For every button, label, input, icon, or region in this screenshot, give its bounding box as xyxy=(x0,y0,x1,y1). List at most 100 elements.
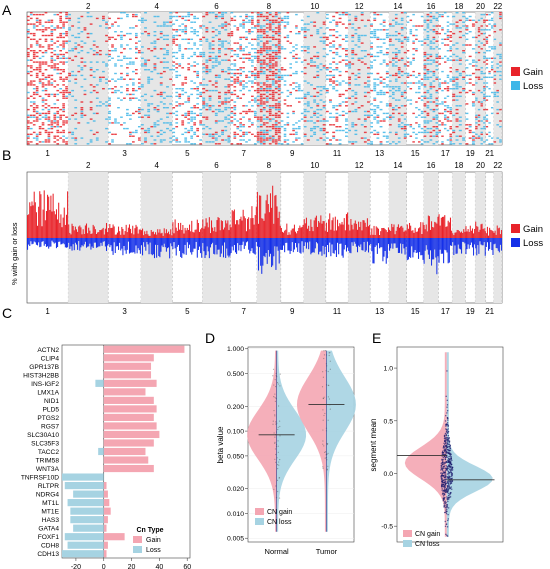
cn-cell xyxy=(224,29,228,31)
cn-cell xyxy=(27,126,30,128)
cn-cell xyxy=(268,19,272,22)
legend-title: Cn Type xyxy=(136,527,163,534)
data-point xyxy=(273,409,275,412)
gain-bar xyxy=(31,201,33,238)
cn-cell xyxy=(71,95,75,98)
cn-cell xyxy=(274,46,278,48)
cn-cell xyxy=(259,25,263,27)
cn-cell xyxy=(41,141,45,143)
cn-cell xyxy=(325,137,329,139)
loss-bar xyxy=(125,238,127,254)
cn-cell xyxy=(68,19,71,22)
cn-cell xyxy=(53,65,57,67)
cn-cell xyxy=(259,103,263,105)
cn-cell xyxy=(196,86,200,88)
loss-bar xyxy=(88,238,90,247)
cn-cell xyxy=(483,32,486,35)
cn-cell xyxy=(224,48,228,50)
cn-cell xyxy=(426,131,430,134)
cn-cell xyxy=(417,86,421,88)
cn-cell xyxy=(44,29,48,31)
cn-cell xyxy=(208,69,212,71)
data-point xyxy=(275,461,277,463)
cn-cell xyxy=(300,46,304,48)
cn-cell xyxy=(262,50,266,52)
cn-cell xyxy=(202,133,206,136)
cn-cell xyxy=(389,103,392,105)
cn-cell xyxy=(325,36,329,39)
cn-cell xyxy=(224,53,228,56)
cn-cell xyxy=(477,124,481,126)
cn-cell xyxy=(426,27,430,29)
cn-cell xyxy=(295,139,298,141)
cn-cell xyxy=(268,29,272,31)
cn-cell xyxy=(251,70,254,73)
data-point xyxy=(273,432,275,434)
cn-cell xyxy=(196,97,200,99)
cn-cell xyxy=(162,70,166,73)
loss-bar xyxy=(93,238,95,243)
cn-cell xyxy=(485,57,489,60)
loss-bar xyxy=(477,238,479,246)
cn-cell xyxy=(449,120,452,122)
cn-cell xyxy=(483,57,486,60)
gain-bar xyxy=(99,230,101,238)
gain-bar xyxy=(92,224,94,238)
cn-cell xyxy=(262,19,266,22)
cn-cell xyxy=(245,86,248,88)
cn-cell xyxy=(35,25,39,27)
loss-bar xyxy=(168,238,170,248)
cn-cell xyxy=(480,70,483,73)
loss-bar xyxy=(262,238,264,266)
cn-cell xyxy=(397,51,401,54)
cn-cell xyxy=(135,110,138,113)
loss-bar xyxy=(213,238,215,254)
gain-bar xyxy=(38,206,40,238)
cn-cell xyxy=(248,70,251,73)
cn-cell xyxy=(144,69,147,71)
cn-cell xyxy=(166,116,169,118)
loss-bar xyxy=(108,238,110,245)
cn-cell xyxy=(199,82,203,84)
loss-bar xyxy=(149,238,151,243)
gain-bar xyxy=(256,191,258,238)
gain-bar xyxy=(122,228,124,238)
cn-cell xyxy=(129,97,132,99)
cn-cell xyxy=(71,25,75,27)
cn-cell xyxy=(193,105,197,107)
gain-bar xyxy=(90,234,92,238)
cn-cell xyxy=(423,141,427,143)
data-point xyxy=(447,443,449,446)
cn-cell xyxy=(385,51,389,54)
cn-cell xyxy=(271,72,275,75)
cn-cell xyxy=(379,76,383,79)
cn-cell xyxy=(262,15,266,18)
cn-cell xyxy=(310,107,313,109)
cn-cell xyxy=(89,74,93,77)
cn-cell xyxy=(56,46,60,48)
cn-cell xyxy=(274,74,278,77)
cn-cell xyxy=(268,137,272,139)
legend-b-loss-swatch xyxy=(511,238,520,247)
cn-cell xyxy=(426,59,430,61)
cn-cell xyxy=(221,70,224,73)
cn-cell xyxy=(316,103,320,105)
gain-bar xyxy=(495,234,497,238)
cn-cell xyxy=(292,127,295,130)
cn-cell xyxy=(253,72,257,75)
cn-cell xyxy=(144,63,147,65)
cn-cell xyxy=(35,74,39,77)
cn-cell xyxy=(477,101,481,103)
cn-cell xyxy=(53,116,57,118)
cn-cell xyxy=(403,72,407,75)
cn-cell xyxy=(89,67,93,69)
loss-bar xyxy=(98,238,100,247)
cn-cell xyxy=(253,112,257,115)
cn-cell xyxy=(443,80,447,82)
cn-cell xyxy=(376,133,380,136)
gain-bar xyxy=(203,228,205,238)
chrom-label-bottom-19: 19 xyxy=(466,149,475,158)
cn-cell xyxy=(262,124,266,126)
cn-cell xyxy=(493,82,497,84)
cn-cell xyxy=(325,88,329,90)
